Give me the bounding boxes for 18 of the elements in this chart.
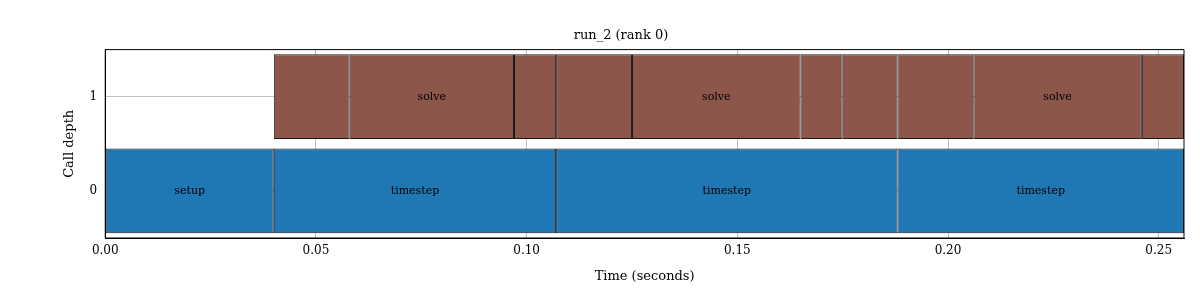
x-tick-label: 0.05 — [302, 243, 330, 258]
series-label: timestep — [702, 183, 752, 197]
y-tick-label: 0 — [89, 183, 98, 198]
y-axis-title: Call depth — [61, 109, 77, 178]
series-label: setup — [174, 183, 206, 197]
x-axis-title: Time (seconds) — [594, 267, 695, 283]
x-tick-label: 0.00 — [91, 243, 119, 258]
series-label: timestep — [390, 183, 440, 197]
series-label: solve — [1043, 89, 1072, 103]
series-label: solve — [417, 89, 447, 103]
x-tick-label: 0.20 — [934, 243, 962, 258]
x-tick-label: 0.25 — [1145, 243, 1173, 258]
y-tick-label: 1 — [89, 88, 98, 103]
series-label: timestep — [1016, 183, 1065, 197]
x-tick-label: 0.10 — [513, 243, 540, 258]
chart-title: run_2 (rank 0) — [573, 27, 669, 43]
series-label: solve — [702, 89, 731, 103]
x-tick-label: 0.15 — [723, 243, 751, 258]
